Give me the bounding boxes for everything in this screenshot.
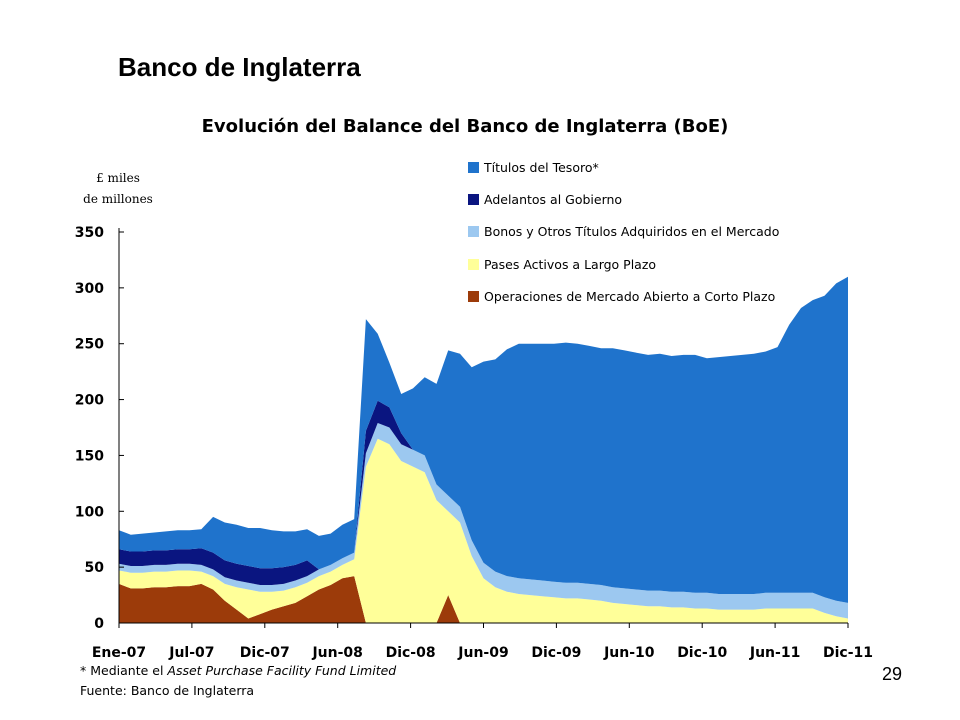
y-tick-label-350: 350 [75, 225, 104, 241]
unit-label-line2: de millones [83, 192, 153, 206]
legend-label-3: Pases Activos a Largo Plazo [484, 256, 657, 272]
chart-title: Evolución del Balance del Banco de Ingla… [201, 116, 729, 137]
x-tick-label-1: Jul-07 [168, 645, 214, 661]
area-series-1 [119, 438, 848, 623]
legend-item-1: Adelantos al Gobierno [468, 188, 779, 211]
x-tick-label-0: Ene-07 [92, 645, 146, 661]
legend-item-2: Bonos y Otros Títulos Adquiridos en el M… [468, 220, 779, 243]
x-tick-label-10: Dic-11 [823, 645, 873, 661]
footnote: * Mediante el Asset Purchase Facility Fu… [80, 663, 396, 678]
legend-item-3: Pases Activos a Largo Plazo [468, 253, 779, 276]
y-tick-label-0: 0 [94, 616, 104, 632]
legend-label-0: Títulos del Tesoro* [484, 160, 599, 175]
x-tick-label-9: Jun-11 [749, 645, 800, 661]
area-series-2 [119, 423, 848, 619]
x-tick-label-6: Dic-09 [531, 645, 581, 661]
x-tick-label-5: Jun-09 [457, 645, 508, 661]
legend-swatch-2 [468, 226, 479, 238]
x-tick-label-4: Dic-08 [386, 645, 436, 661]
y-tick-label-100: 100 [75, 504, 104, 520]
chart-legend: Títulos del Tesoro* Adelantos al Gobierno… [468, 156, 779, 317]
y-tick-label-200: 200 [75, 393, 104, 409]
legend-swatch-3 [468, 258, 479, 270]
slide-title: Banco de Inglaterra [118, 52, 361, 82]
legend-label-1: Adelantos al Gobierno [484, 192, 623, 208]
legend-swatch-1 [468, 194, 479, 206]
source-note: Fuente: Banco de Inglaterra [80, 683, 255, 698]
x-tick-label-7: Jun-10 [603, 645, 655, 661]
page-number: 29 [882, 664, 903, 684]
legend-label-4: Operaciones de Mercado Abierto a Corto P… [484, 288, 776, 304]
y-axis-unit-label: £ miles de millones [78, 168, 158, 210]
y-tick-label-50: 50 [85, 560, 105, 576]
legend-item-0: Títulos del Tesoro* [468, 156, 779, 179]
legend-label-2: Bonos y Otros Títulos Adquiridos en el M… [484, 224, 780, 240]
legend-swatch-4 [468, 290, 479, 302]
area-series-4 [119, 276, 848, 603]
y-tick-label-250: 250 [75, 337, 104, 353]
footnote-italic: Asset Purchase Facility Fund Limited [167, 663, 397, 678]
unit-label-line1: £ miles [96, 171, 140, 185]
x-tick-label-8: Dic-10 [677, 645, 727, 661]
y-tick-label-300: 300 [75, 281, 104, 297]
x-tick-label-3: Jun-08 [311, 645, 362, 661]
x-tick-label-2: Dic-07 [240, 645, 290, 661]
footnote-prefix: * Mediante el [80, 663, 168, 678]
area-series-0 [119, 576, 848, 623]
legend-item-4: Operaciones de Mercado Abierto a Corto P… [468, 285, 779, 308]
legend-swatch-0 [468, 162, 479, 173]
y-tick-label-150: 150 [75, 448, 104, 464]
